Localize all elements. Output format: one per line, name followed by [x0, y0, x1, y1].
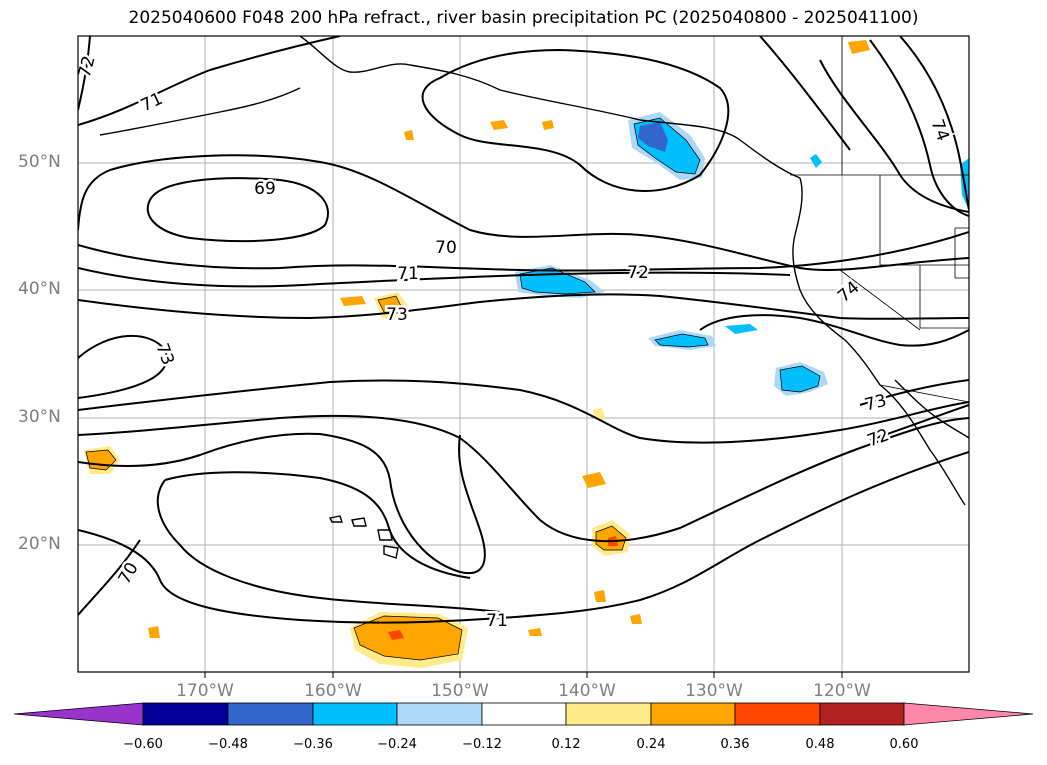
colorbar-tick-label: −0.12 [462, 737, 502, 752]
contour-label: 70 [435, 238, 457, 258]
map-background [78, 36, 969, 672]
alaska-coast [299, 36, 801, 179]
negative-anomaly-gulf-alaska-inner [638, 122, 668, 152]
contour-71-south [164, 471, 471, 579]
contour-72-subtropical [78, 414, 969, 543]
contour-72-south [78, 379, 969, 444]
state-borders [839, 36, 969, 331]
colorbar [13, 702, 1034, 726]
contour-71-north [78, 36, 341, 126]
contour-72-east-south [869, 404, 969, 441]
latitude-label: 40°N [18, 279, 61, 299]
us-mexico-border [879, 384, 969, 403]
colorbar-segment [396, 702, 483, 726]
positive-anomaly-small-5 [404, 130, 414, 140]
latitude-label: 50°N [18, 152, 61, 172]
negative-anomaly-bc [810, 154, 822, 168]
baja-california [879, 384, 966, 506]
coastlines [99, 36, 969, 559]
contour-72-east [699, 314, 969, 347]
contour-label: 71 [486, 611, 508, 631]
political-borders [790, 36, 969, 403]
colorbar-segment [734, 702, 821, 726]
contour-label: 71 [397, 264, 419, 284]
mexico-coast [894, 379, 969, 439]
map-frame [77, 35, 970, 673]
longitude-label: 130°W [685, 681, 743, 701]
positive-anomaly-small-4 [542, 120, 554, 130]
colorbar-tick-label: −0.36 [293, 737, 333, 752]
contour-72-midlat [78, 267, 791, 288]
aleutian-islands [99, 87, 301, 136]
colorbar-extend-min [13, 702, 144, 726]
axis-ticks [204, 672, 843, 678]
longitude-label: 150°W [431, 681, 489, 701]
map-title: 2025040600 F048 200 hPa refract., river … [128, 8, 919, 28]
contour-74-east-2 [869, 39, 969, 217]
negative-anomaly-socal-core [780, 366, 820, 392]
latitude-label: 20°N [18, 534, 61, 554]
positive-anomaly-midlat-1-core [378, 296, 402, 316]
longitude-label: 140°W [558, 681, 616, 701]
latitude-label: 30°N [18, 407, 61, 427]
contour-70-loop [78, 154, 969, 272]
contour-69 [146, 177, 329, 243]
colorbar-tick-label: 0.60 [889, 737, 919, 752]
positive-anomaly-small-2 [848, 40, 870, 54]
colorbar-tick-label: −0.24 [377, 737, 417, 752]
colorbar-segment [312, 702, 398, 726]
contour-71-southwest [156, 479, 501, 613]
positive-anomaly-hawaii-south-inner [388, 630, 404, 640]
contour-73-midlat [78, 293, 969, 320]
anomaly-outlines [85, 117, 821, 661]
longitude-label: 160°W [304, 681, 362, 701]
positive-anomaly-small-6 [594, 590, 606, 602]
colorbar-segment [142, 702, 229, 726]
positive-anomaly-hawaii-south-core [354, 616, 462, 660]
west-coast [792, 177, 881, 386]
colorbar-tick-label: 0.24 [636, 737, 666, 752]
contour-73-east [759, 36, 851, 151]
colorbar-tick-label: 0.36 [720, 737, 750, 752]
positive-anomaly-small-7 [528, 628, 542, 636]
colorbar-extend-max [903, 702, 1034, 726]
colorbar-tick-label: −0.60 [123, 737, 163, 752]
positive-anomaly-midlat-2 [340, 296, 366, 306]
contour-label: 73 [386, 305, 408, 325]
colorbar-segment [481, 702, 567, 726]
negative-anomaly-offshore-2 [725, 324, 758, 334]
positive-anomaly-small-1 [582, 472, 606, 488]
contour-74-east-1 [899, 36, 969, 211]
contour-70-south [78, 451, 969, 624]
colorbar-segment [819, 702, 905, 726]
colorbar-tick-label: 0.12 [551, 737, 581, 752]
contour-73-hook [78, 432, 486, 575]
longitude-label: 170°W [176, 681, 234, 701]
contour-73-west-loop [78, 334, 168, 399]
contour-70-southwest [78, 539, 141, 616]
hawaii-islands [328, 515, 399, 559]
contour-label: 72 [627, 263, 649, 283]
colorbar-segment [227, 702, 314, 726]
positive-anomaly-small-8 [148, 626, 160, 638]
positive-anomaly-small-3 [490, 120, 508, 130]
positive-anomaly-small-10 [630, 614, 642, 624]
colorbar-tick-label: 0.48 [805, 737, 835, 752]
colorbar-segment [650, 702, 736, 726]
contour-label: 69 [254, 179, 276, 199]
colorbar-segment [565, 702, 652, 726]
longitude-label: 120°W [813, 681, 871, 701]
contour-71-midlat [78, 231, 969, 272]
colorbar-tick-label: −0.48 [208, 737, 248, 752]
contour-72-northwest [78, 36, 91, 111]
contour-70-north-loop [421, 48, 730, 192]
